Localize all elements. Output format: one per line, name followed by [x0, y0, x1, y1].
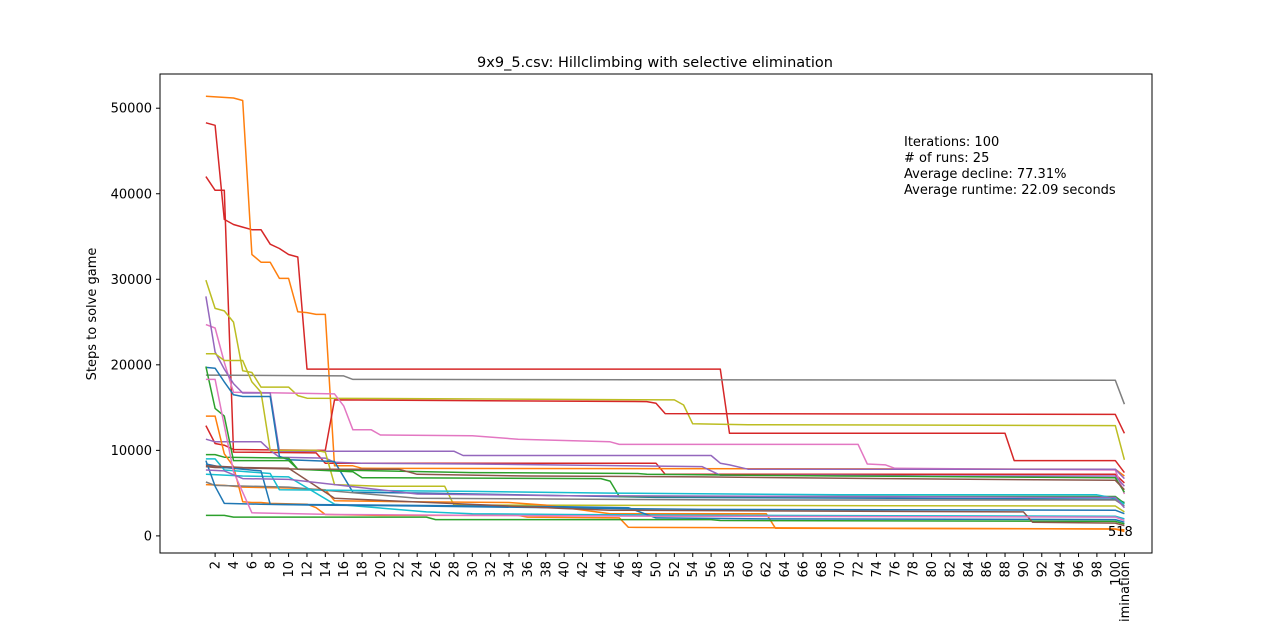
y-tick-label: 30000 [111, 273, 152, 288]
x-tick-label: 50 [650, 561, 665, 578]
x-tick-label: 40 [558, 561, 573, 578]
x-tick-label: 30 [466, 561, 481, 578]
stats-annotation: Iterations: 100 # of runs: 25 Average de… [904, 135, 1116, 198]
x-tick-label: 8 [264, 561, 279, 569]
x-tick-label: 96 [1072, 561, 1087, 578]
x-tick-label: 46 [613, 561, 628, 578]
series-line-1 [205, 122, 1125, 474]
x-tick-label: 52 [668, 561, 683, 578]
x-tick-label: 74 [870, 561, 885, 578]
series-line-3 [205, 95, 1125, 477]
x-tick-label: 100 [1109, 561, 1124, 586]
x-tick-label: 84 [962, 561, 977, 578]
stats-decline: Average decline: 77.31% [904, 167, 1066, 182]
y-tick-label: 0 [144, 529, 152, 544]
x-tick-label: 24 [411, 561, 426, 578]
x-tick-label: Elimination [1118, 561, 1133, 623]
x-tick-label: 72 [852, 561, 867, 578]
series-line-5 [205, 279, 1126, 460]
x-tick-label: 88 [999, 561, 1014, 578]
series-line-13 [205, 453, 1126, 493]
x-tick-label: 14 [319, 561, 334, 578]
series-line-22 [205, 514, 1125, 525]
x-tick-label: 80 [925, 561, 940, 578]
x-tick-label: 98 [1090, 561, 1105, 578]
x-tick-label: 82 [943, 561, 958, 578]
x-tick-label: 48 [631, 561, 646, 578]
x-tick-label: 64 [778, 561, 793, 578]
series-line-15 [205, 483, 1125, 531]
x-tick-label: 28 [447, 561, 462, 578]
end-value-label: 518 [1108, 525, 1133, 540]
x-tick-label: 54 [686, 561, 701, 578]
series-line-8 [205, 296, 1125, 480]
x-tick-label: 90 [1017, 561, 1032, 578]
x-tick-label: 34 [503, 561, 518, 578]
x-tick-label: 78 [907, 561, 922, 578]
series-line-23 [205, 465, 1125, 527]
chart-title: 9x9_5.csv: Hillclimbing with selective e… [477, 55, 833, 71]
x-tick-label: 86 [980, 561, 995, 578]
x-tick-label: 70 [833, 561, 848, 578]
series-layer [205, 95, 1126, 533]
x-tick-label: 20 [374, 561, 389, 578]
x-tick-label: 22 [392, 561, 407, 578]
x-tick-label: 4 [227, 561, 242, 569]
y-tick-label: 20000 [111, 358, 152, 373]
x-tick-label: 6 [245, 561, 260, 569]
x-tick-label: 26 [429, 561, 444, 578]
stats-runtime: Average runtime: 22.09 seconds [904, 183, 1116, 198]
stats-iterations: Iterations: 100 [904, 135, 999, 150]
x-tick-label: 42 [576, 561, 591, 578]
series-line-7 [205, 323, 1126, 495]
y-axis-label: Steps to solve game [85, 248, 100, 381]
x-tick-label: 92 [1035, 561, 1050, 578]
series-line-25 [205, 469, 1125, 509]
series-line-4 [205, 374, 1126, 405]
x-tick-label: 76 [888, 561, 903, 578]
series-line-19 [205, 473, 1125, 520]
x-tick-label: 68 [815, 561, 830, 578]
series-line-6 [205, 399, 1126, 452]
x-tick-label: 36 [521, 561, 536, 578]
x-tick-label: 94 [1054, 561, 1069, 578]
stats-runs: # of runs: 25 [904, 151, 989, 166]
y-tick-label: 10000 [111, 444, 152, 459]
x-tick-label: 38 [539, 561, 554, 578]
series-line-24 [205, 378, 1125, 522]
x-tick-label: 56 [705, 561, 720, 578]
x-tick-label: 62 [760, 561, 775, 578]
x-tick-label: 32 [484, 561, 499, 578]
series-line-18 [205, 458, 1125, 505]
y-tick-label: 40000 [111, 187, 152, 202]
x-tick-label: 16 [337, 561, 352, 578]
x-tick-label: 60 [741, 561, 756, 578]
series-line-17 [205, 481, 1125, 507]
x-tick-label: 44 [594, 561, 609, 578]
x-tick-label: 10 [282, 561, 297, 578]
y-tick-label: 50000 [111, 102, 152, 117]
x-tick-label: 58 [723, 561, 738, 578]
x-tick-label: 18 [356, 561, 371, 578]
x-tick-label: 66 [797, 561, 812, 578]
x-tick-label: 2 [209, 561, 224, 569]
x-tick-label: 12 [301, 561, 316, 578]
